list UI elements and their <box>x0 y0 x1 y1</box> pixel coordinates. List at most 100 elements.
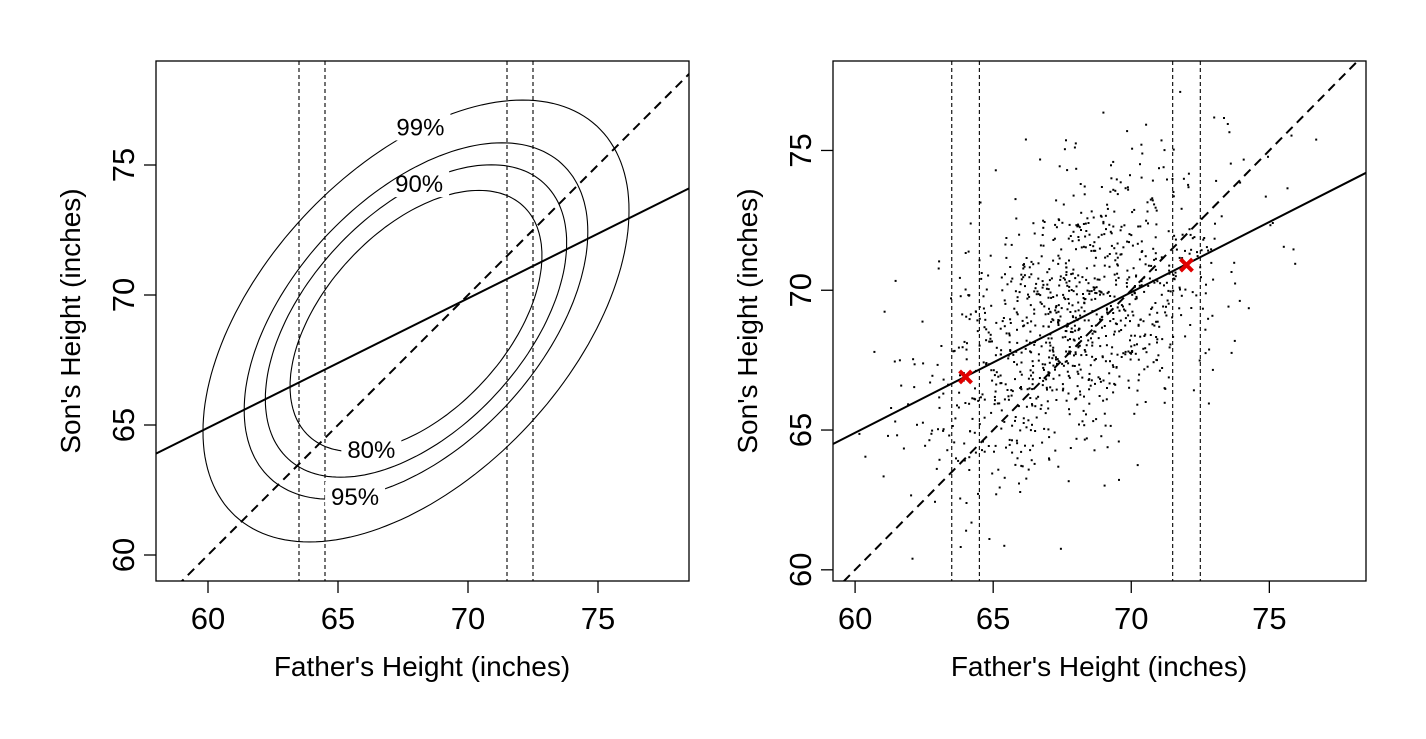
scatter-point <box>1007 395 1010 398</box>
scatter-point <box>1052 239 1055 241</box>
scatter-point <box>1027 377 1030 380</box>
scatter-point <box>1085 354 1088 356</box>
scatter-point <box>1088 290 1091 293</box>
scatter-point <box>1212 278 1215 281</box>
scatter-point <box>1166 178 1168 181</box>
y-tick-label: 75 <box>783 133 818 167</box>
scatter-point <box>971 417 974 420</box>
scatter-point <box>1057 310 1060 313</box>
scatter-point <box>1112 188 1115 191</box>
left-y-axis-label: Son's Height (inches) <box>55 188 86 453</box>
scatter-point <box>1146 201 1149 204</box>
scatter-point <box>1112 225 1115 228</box>
scatter-point <box>1138 373 1141 376</box>
scatter-point <box>1106 207 1109 210</box>
scatter-point <box>1028 387 1031 390</box>
scatter-point <box>1047 371 1050 374</box>
scatter-point <box>1156 320 1159 323</box>
scatter-point <box>1130 234 1133 237</box>
scatter-point <box>1116 263 1119 266</box>
scatter-point <box>1063 296 1066 299</box>
scatter-point <box>1153 281 1156 284</box>
scatter-point <box>1003 325 1006 328</box>
scatter-point <box>973 431 976 434</box>
scatter-point <box>1092 245 1095 248</box>
scatter-point <box>983 416 986 419</box>
scatter-point <box>1140 280 1143 283</box>
scatter-point <box>1020 361 1023 364</box>
scatter-point <box>1035 293 1038 296</box>
scatter-point <box>1142 347 1145 350</box>
scatter-point <box>957 406 960 409</box>
scatter-point <box>1126 186 1129 189</box>
scatter-point <box>1035 397 1038 400</box>
scatter-point <box>1003 398 1006 401</box>
scatter-point <box>1103 233 1106 236</box>
scatter-point <box>1097 337 1100 340</box>
scatter-point <box>1054 309 1057 312</box>
scatter-point <box>1019 491 1022 493</box>
scatter-point <box>1120 329 1123 331</box>
scatter-point <box>1009 322 1012 324</box>
scatter-point <box>957 459 960 462</box>
scatter-point <box>989 340 992 343</box>
scatter-point <box>1055 399 1058 401</box>
scatter-point <box>1149 334 1152 336</box>
scatter-point <box>1055 199 1058 202</box>
scatter-point <box>1109 320 1112 323</box>
scatter-point <box>1059 278 1062 281</box>
scatter-point <box>1075 248 1077 251</box>
scatter-point <box>1167 302 1170 305</box>
scatter-point <box>1100 186 1103 188</box>
scatter-point <box>1067 374 1070 377</box>
scatter-point <box>1049 386 1052 389</box>
scatter-point <box>1065 350 1068 353</box>
scatter-point <box>1106 255 1109 258</box>
scatter-point <box>1084 298 1087 300</box>
scatter-point <box>1093 449 1096 452</box>
y-tick-label: 60 <box>783 553 818 587</box>
scatter-point <box>1087 339 1090 342</box>
scatter-point <box>1120 225 1123 228</box>
scatter-point <box>1124 324 1127 327</box>
scatter-point <box>1022 422 1025 424</box>
scatter-point <box>985 328 988 331</box>
scatter-point <box>1078 337 1080 340</box>
scatter-point <box>1033 232 1036 235</box>
scatter-point <box>1130 345 1133 348</box>
scatter-point <box>1044 313 1047 316</box>
scatter-point <box>1037 293 1040 296</box>
scatter-point <box>1116 272 1119 275</box>
scatter-point <box>1085 344 1088 347</box>
scatter-point <box>1036 290 1039 293</box>
scatter-point <box>1052 346 1055 349</box>
scatter-point <box>1010 389 1013 392</box>
scatter-point <box>1174 275 1177 278</box>
scatter-point <box>1140 176 1143 179</box>
scatter-point <box>1113 247 1116 250</box>
scatter-point <box>1060 248 1063 251</box>
scatter-point <box>1033 462 1036 465</box>
scatter-point <box>999 382 1002 385</box>
scatter-point <box>967 250 970 253</box>
scatter-point <box>1022 264 1025 266</box>
scatter-point <box>954 417 957 420</box>
scatter-point <box>1139 318 1142 321</box>
x-marker-stroke <box>1179 257 1194 273</box>
scatter-point <box>1168 264 1171 267</box>
scatter-point <box>1071 240 1074 243</box>
scatter-point <box>948 434 951 437</box>
scatter-point <box>1234 282 1237 285</box>
scatter-point <box>978 317 981 320</box>
scatter-point <box>975 310 977 313</box>
scatter-point <box>1025 426 1028 429</box>
scatter-point <box>1108 372 1111 375</box>
scatter-point <box>1048 458 1051 461</box>
scatter-point <box>1135 295 1138 298</box>
scatter-point <box>1215 179 1218 182</box>
scatter-point <box>1126 285 1128 288</box>
scatter-point <box>1163 149 1166 152</box>
scatter-point <box>1084 246 1087 249</box>
scatter-point <box>1119 319 1122 322</box>
scatter-point <box>1099 377 1101 380</box>
